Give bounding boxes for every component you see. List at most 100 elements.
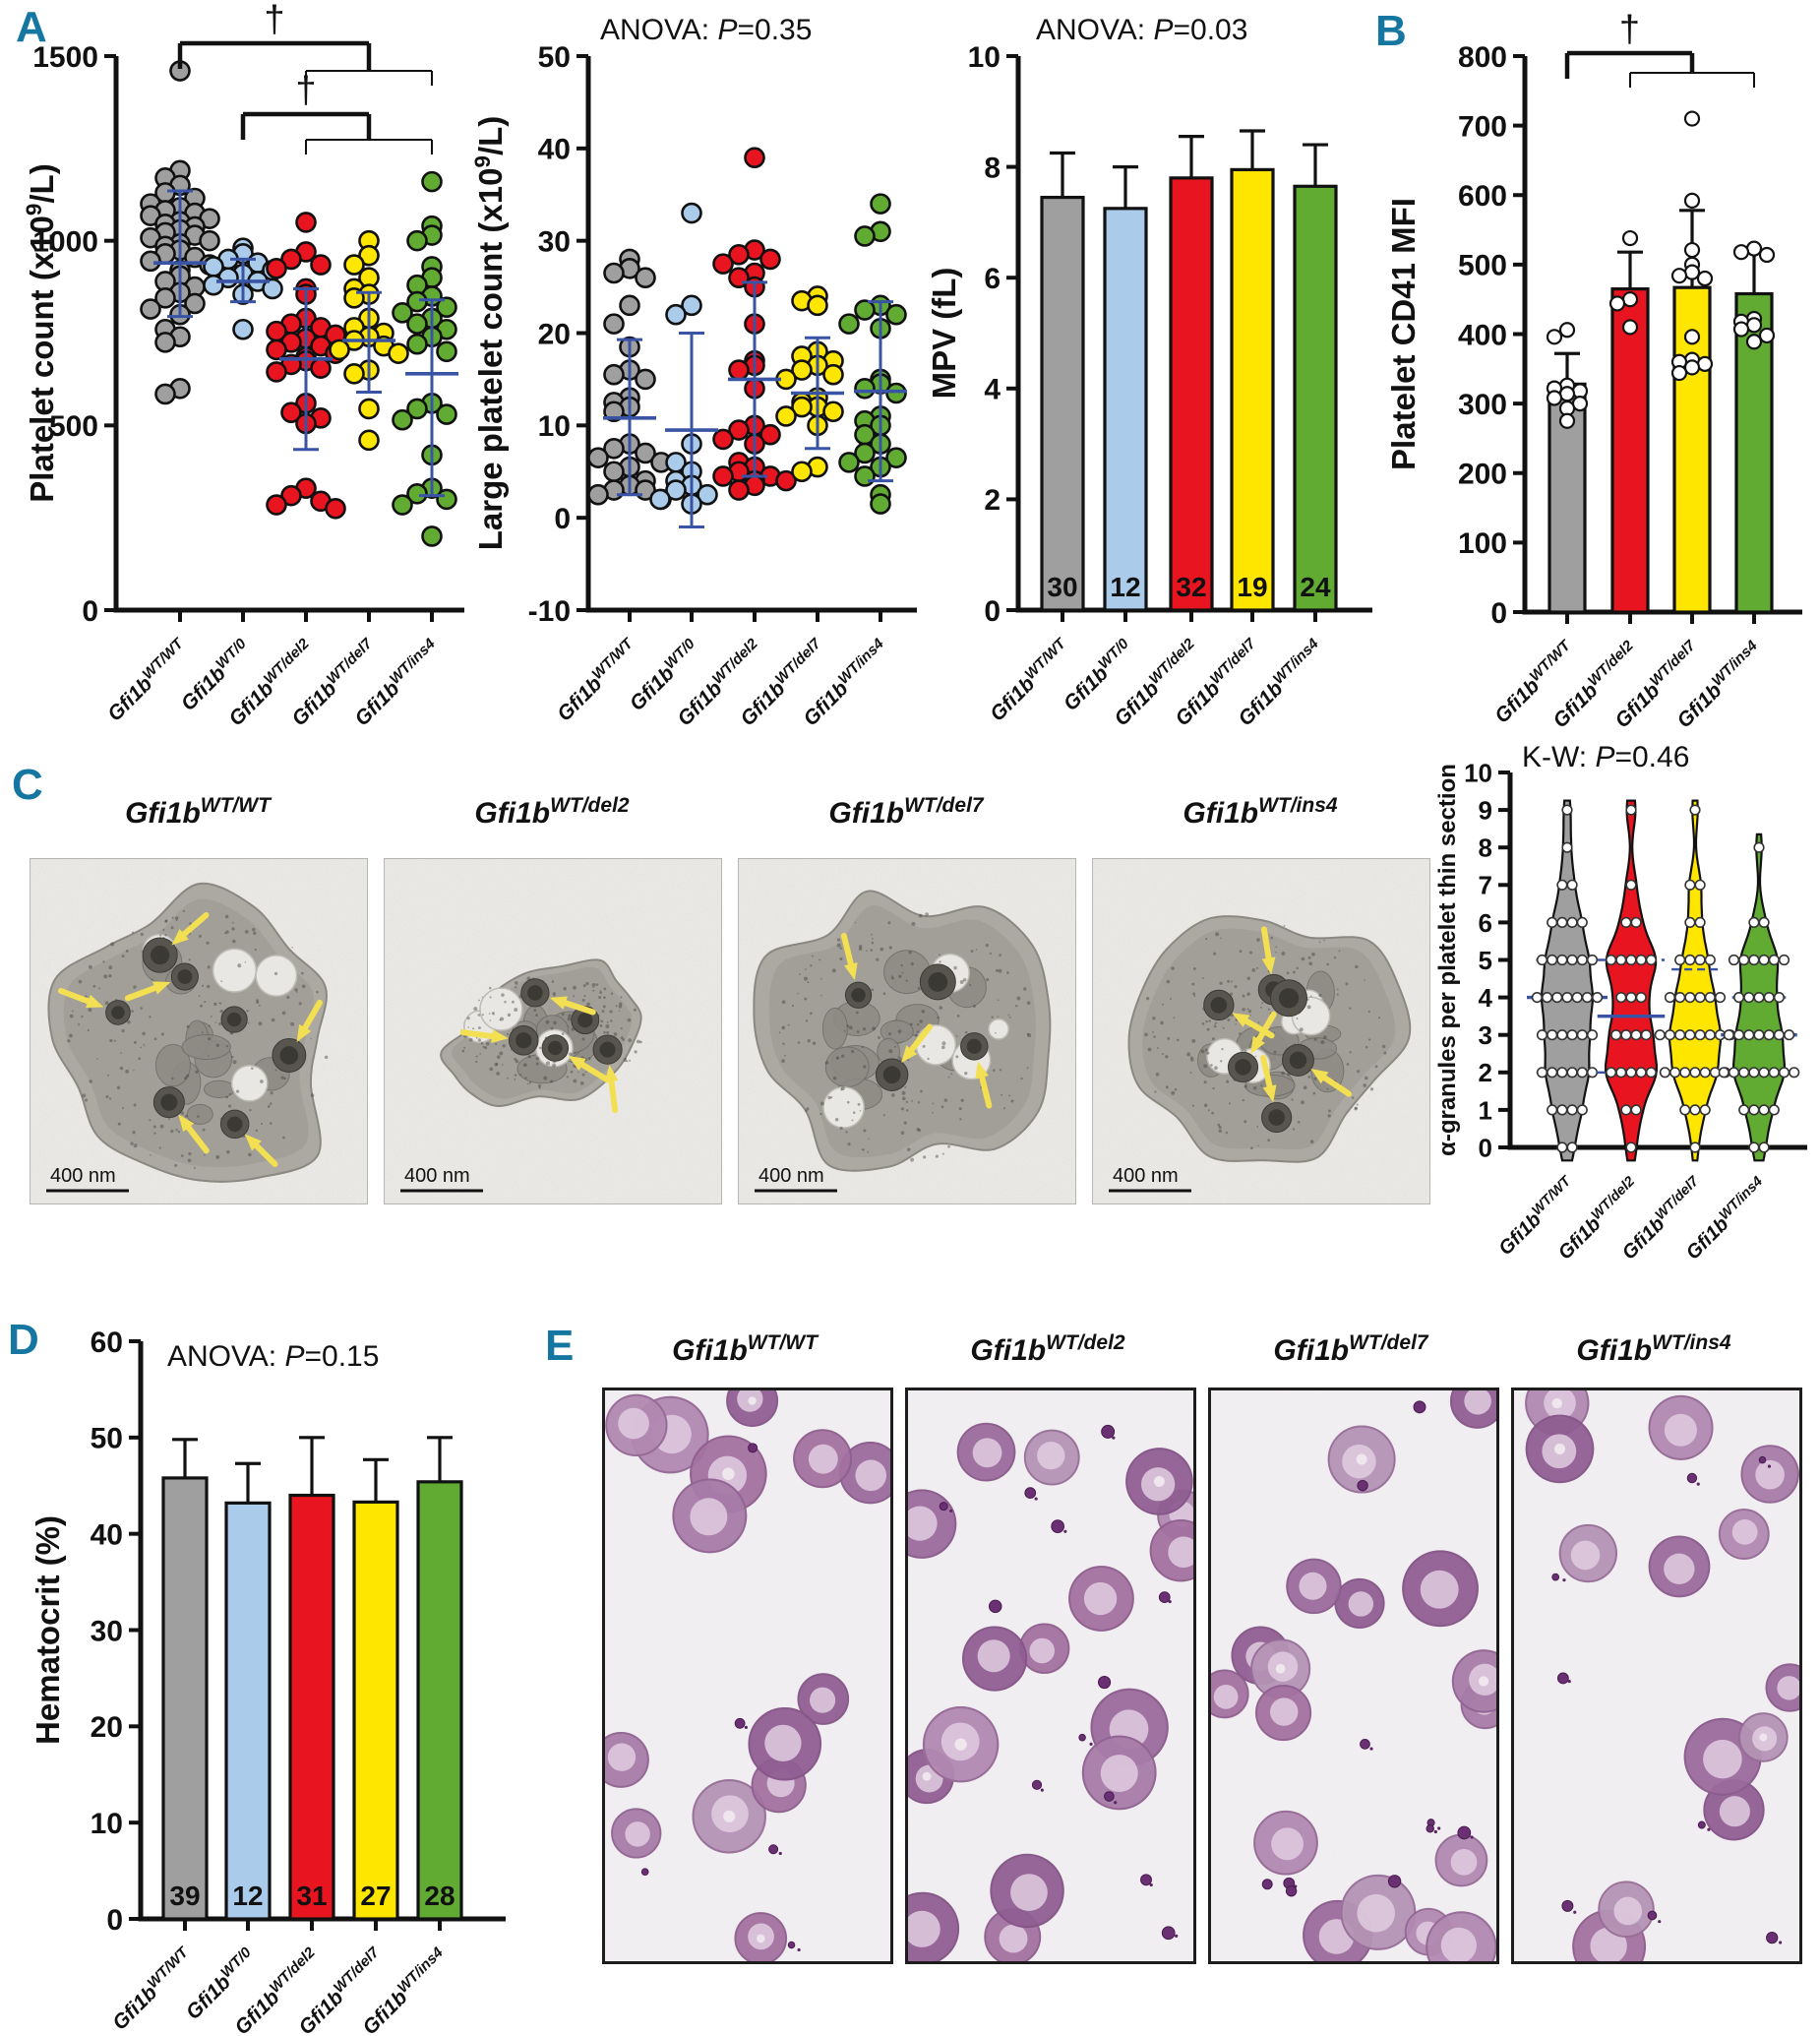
chart-mpv: 0246810Gfi1bWT/WTGfi1bWT/0Gfi1bWT/del2Gf… [926, 14, 1372, 730]
svg-text:40: 40 [538, 134, 571, 166]
svg-text:32: 32 [1176, 572, 1206, 602]
em-label-wtdel7: Gfi1bWT/del7 [738, 793, 1074, 832]
chart-platelet-count: 050010001500Gfi1bWT/WTGfi1bWT/0Gfi1bWT/d… [22, 0, 464, 730]
genotype-base: Gfi1b [970, 1334, 1047, 1367]
svg-text:1500: 1500 [32, 41, 98, 74]
svg-text:100: 100 [1458, 527, 1507, 560]
svg-text:500: 500 [1458, 250, 1507, 282]
svg-text:5: 5 [1479, 946, 1492, 975]
svg-text:12: 12 [232, 1881, 263, 1911]
genotype-sup: WT/del7 [904, 794, 984, 817]
svg-text:†: † [295, 70, 316, 111]
svg-text:800: 800 [1458, 41, 1507, 74]
svg-text:4: 4 [1479, 983, 1493, 1013]
genotype-base: Gfi1b [125, 797, 201, 830]
svg-text:20: 20 [538, 318, 571, 350]
em-image-wtdel2: 400 nm [384, 858, 722, 1204]
svg-text:27: 27 [360, 1881, 391, 1911]
svg-text:MPV (fL): MPV (fL) [926, 268, 962, 400]
svg-text:50: 50 [91, 1423, 123, 1455]
svg-text:6: 6 [984, 263, 1001, 295]
em-label-wtins4: Gfi1bWT/ins4 [1092, 793, 1428, 832]
svg-text:700: 700 [1458, 110, 1507, 143]
svg-text:10: 10 [538, 410, 571, 443]
svg-text:10: 10 [91, 1808, 123, 1840]
smear-image-wtins4 [1511, 1388, 1802, 1964]
smear-label-wtwt: Gfi1bWT/WT [602, 1330, 887, 1369]
svg-text:2: 2 [1479, 1058, 1492, 1087]
chart-cd41-mfi: 0100200300400500600700800Gfi1bWT/WTGfi1b… [1385, 9, 1802, 730]
svg-text:28: 28 [424, 1881, 455, 1911]
svg-text:Gfi1bWT/WT: Gfi1bWT/WT [102, 635, 194, 726]
svg-text:400 nm: 400 nm [404, 1165, 470, 1187]
genotype-sup: WT/ins4 [1258, 794, 1338, 817]
genotype-base: Gfi1b [1183, 797, 1259, 830]
svg-text:0: 0 [82, 595, 98, 628]
genotype-base: Gfi1b [1273, 1334, 1350, 1367]
svg-text:8: 8 [1479, 833, 1492, 863]
svg-text:400 nm: 400 nm [1113, 1165, 1179, 1187]
genotype-base: Gfi1b [828, 797, 905, 830]
panel-d-letter: D [8, 1316, 39, 1364]
svg-text:500: 500 [49, 410, 98, 443]
svg-text:300: 300 [1458, 389, 1507, 421]
panel-a-letter: A [16, 3, 47, 51]
svg-text:2: 2 [984, 484, 1001, 517]
smear-label-wtdel7: Gfi1bWT/del7 [1208, 1330, 1493, 1369]
svg-text:ANOVA: P=0.15: ANOVA: P=0.15 [167, 1340, 379, 1373]
svg-text:60: 60 [91, 1326, 123, 1359]
svg-text:7: 7 [1479, 871, 1492, 900]
svg-text:Platelet CD41 MFI: Platelet CD41 MFI [1385, 198, 1422, 470]
genotype-base: Gfi1b [672, 1334, 748, 1367]
svg-text:4: 4 [984, 374, 1001, 406]
svg-text:31: 31 [296, 1881, 327, 1911]
em-image-wtins4: 400 nm [1092, 858, 1430, 1204]
svg-text:Gfi1bWT/WT: Gfi1bWT/WT [107, 1943, 199, 2035]
svg-text:600: 600 [1458, 180, 1507, 213]
svg-text:8: 8 [984, 152, 1001, 184]
chart-large-platelet-count: -1001020304050Gfi1bWT/WTGfi1bWT/0Gfi1bWT… [470, 14, 917, 730]
svg-text:Hematocrit (%): Hematocrit (%) [30, 1515, 66, 1745]
svg-text:400 nm: 400 nm [50, 1165, 116, 1187]
genotype-sup: WT/ins4 [1652, 1331, 1731, 1354]
svg-text:10: 10 [968, 41, 1001, 74]
smear-image-wtdel7 [1208, 1388, 1499, 1964]
svg-text:ANOVA: P=0.35: ANOVA: P=0.35 [600, 14, 812, 46]
svg-text:39: 39 [169, 1881, 200, 1911]
genotype-sup: WT/del2 [550, 794, 630, 817]
svg-text:200: 200 [1458, 459, 1507, 491]
svg-text:10: 10 [1464, 758, 1492, 787]
panel-b-letter: B [1375, 7, 1407, 55]
svg-text:30: 30 [538, 225, 571, 258]
svg-text:Gfi1bWT/WT: Gfi1bWT/WT [985, 635, 1076, 726]
svg-text:Platelet count (x109/L): Platelet count (x109/L) [22, 163, 60, 502]
svg-text:K-W: P=0.46: K-W: P=0.46 [1522, 741, 1689, 773]
svg-text:40: 40 [91, 1518, 123, 1551]
svg-text:0: 0 [1479, 1133, 1492, 1162]
svg-text:†: † [264, 0, 284, 40]
chart-alpha-granules: 012345678910Gfi1bWT/WTGfi1bWT/del2Gfi1bW… [1434, 741, 1807, 1265]
smear-label-wtdel2: Gfi1bWT/del2 [905, 1330, 1190, 1369]
svg-text:400 nm: 400 nm [758, 1165, 824, 1187]
panel-e-letter: E [545, 1322, 575, 1370]
svg-text:24: 24 [1300, 572, 1331, 602]
genotype-sup: WT/WT [200, 794, 271, 817]
chart-hematocrit: 0102030405060Gfi1bWT/WTGfi1bWT/0Gfi1bWT/… [30, 1326, 506, 2036]
em-label-wtdel2: Gfi1bWT/del2 [384, 793, 720, 832]
svg-text:3: 3 [1479, 1020, 1492, 1050]
genotype-sup: WT/WT [747, 1331, 818, 1354]
svg-text:50: 50 [538, 41, 571, 74]
svg-text:0: 0 [1490, 597, 1507, 630]
em-image-wtdel7: 400 nm [738, 858, 1076, 1204]
svg-text:19: 19 [1237, 572, 1267, 602]
svg-text:0: 0 [554, 503, 571, 535]
em-image-wtwt: 400 nm [30, 858, 368, 1204]
svg-text:30: 30 [91, 1615, 123, 1647]
svg-text:20: 20 [91, 1711, 123, 1744]
smear-label-wtins4: Gfi1bWT/ins4 [1511, 1330, 1796, 1369]
svg-text:0: 0 [106, 1904, 123, 1937]
genotype-base: Gfi1b [474, 797, 551, 830]
svg-text:†: † [1619, 9, 1640, 50]
svg-text:12: 12 [1110, 572, 1140, 602]
